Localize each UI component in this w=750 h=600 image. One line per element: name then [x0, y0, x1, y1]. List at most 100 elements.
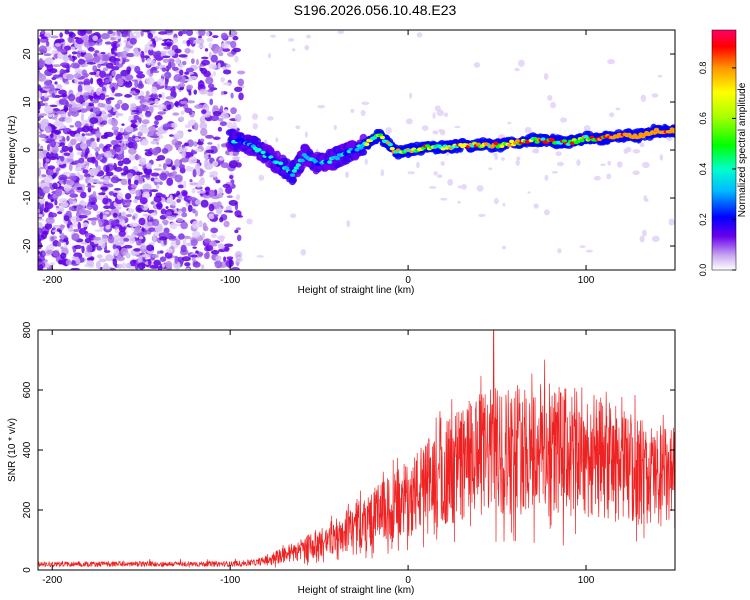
- spectrogram-cell: [91, 99, 99, 104]
- spectrogram-cell: [443, 112, 449, 118]
- spectrogram-cell: [58, 38, 65, 43]
- spectrogram-cell: [65, 180, 75, 186]
- spectrogram-cell: [270, 34, 276, 38]
- spectrogram-cell: [169, 87, 176, 92]
- spectrogram-cell: [432, 112, 436, 119]
- spectrogram-cell: [150, 172, 160, 177]
- spectrogram-cell: [136, 232, 144, 237]
- spectrogram-cell: [122, 199, 126, 206]
- spectrogram-cell: [181, 212, 188, 218]
- spectrogram-cell: [49, 212, 58, 218]
- spectrogram-cell: [176, 190, 181, 196]
- spectrogram-cell: [175, 239, 181, 246]
- spectrogram-cell: [214, 46, 223, 53]
- spectrogram-cell: [157, 31, 168, 35]
- spectrogram-cell: [205, 244, 214, 252]
- spectrogram-cell: [141, 203, 149, 211]
- spectrogram-cell: [63, 107, 69, 112]
- spectrogram-cell: [77, 30, 86, 37]
- spectrogram-cell: [583, 125, 591, 132]
- spectrogram-cell: [73, 253, 81, 257]
- spectrogram-cell: [117, 160, 124, 167]
- spectrogram-cell: [103, 262, 109, 270]
- spectrogram-cell: [87, 102, 95, 107]
- spectrogram-cell: [278, 161, 284, 166]
- spectrogram-cell: [118, 225, 126, 233]
- spectrogram-cell: [123, 237, 130, 242]
- spectrogram-cell: [68, 206, 75, 211]
- spectrogram-cell: [72, 221, 78, 228]
- spectrogram-cell: [507, 121, 512, 125]
- spectrogram-cell: [379, 135, 386, 140]
- spectrogram-cell: [124, 80, 133, 88]
- spectrogram-cell: [416, 32, 423, 38]
- spectrogram-cell: [164, 71, 172, 79]
- spectrogram-cell: [38, 59, 45, 68]
- spectrogram-cell: [181, 151, 187, 158]
- spectrogram-cell: [304, 131, 308, 138]
- spectrogram-cell: [71, 233, 80, 242]
- spectrogram-cell: [138, 80, 143, 88]
- spectrogram-cell: [228, 34, 234, 38]
- spectrogram-cell: [101, 113, 109, 117]
- spectrogram-cell: [87, 186, 92, 193]
- spectrogram-cell: [97, 192, 106, 196]
- spectrogram-cell: [154, 98, 159, 105]
- spectrogram-cell: [183, 142, 190, 147]
- spectrogram-cell: [55, 207, 60, 211]
- spectrogram-cell: [151, 212, 157, 215]
- spectrogram-cell: [201, 59, 211, 66]
- spectrogram-cell: [350, 108, 355, 113]
- spectrogram-cell: [90, 141, 97, 150]
- spectrogram-cell: [78, 214, 88, 219]
- spectrogram-cell: [172, 170, 178, 176]
- spectrogram-cell: [64, 116, 73, 124]
- spectrogram-cell: [124, 192, 132, 200]
- spectrogram-cell: [112, 244, 118, 250]
- spectrogram-cell: [232, 35, 239, 41]
- spectrogram-cell: [405, 118, 413, 125]
- spectrogram-cell: [176, 217, 184, 223]
- spectrogram-cell: [207, 83, 215, 89]
- spectrogram-cell: [342, 152, 348, 156]
- spectrogram-cell: [224, 243, 234, 248]
- spectrogram-cell: [190, 239, 198, 247]
- spectrogram-cell: [68, 104, 73, 108]
- spectrogram-ridge: [225, 123, 675, 186]
- spectrogram-cell: [152, 38, 156, 46]
- spectrogram-cell: [82, 101, 89, 107]
- spectrogram-cell: [124, 94, 133, 98]
- spectrogram-cell: [107, 30, 114, 35]
- spectrogram-cell: [181, 191, 188, 197]
- spectrogram-cell: [116, 43, 120, 48]
- spectrogram-cell: [125, 214, 132, 218]
- spectrogram-cell: [141, 188, 151, 193]
- spectrogram-cell: [639, 235, 645, 243]
- spectrogram-cell: [231, 156, 241, 161]
- spectrogram-cell: [127, 208, 135, 214]
- spectrogram-cell: [218, 117, 224, 122]
- spectrogram-cell: [225, 63, 232, 68]
- spectrogram-cell: [565, 142, 572, 147]
- spectrogram-cell: [156, 250, 161, 255]
- spectrogram-cell: [557, 248, 562, 254]
- spectrogram-cell: [217, 243, 225, 250]
- spectrogram-cell: [438, 129, 444, 133]
- spectrogram-cell: [137, 95, 146, 100]
- spectrogram-cell: [118, 230, 126, 237]
- spectrogram-cell: [124, 199, 131, 208]
- spectrogram-cell: [195, 181, 202, 188]
- spectrogram-cell: [476, 185, 484, 192]
- spectrogram-cell: [39, 38, 48, 43]
- spectrogram-cell: [45, 158, 50, 163]
- spectrogram-cell: [230, 40, 237, 49]
- spectrogram-cell: [135, 33, 141, 38]
- spectrogram-cell: [125, 235, 133, 238]
- spectrogram-cell: [78, 209, 88, 215]
- spectrogram-cell: [112, 258, 118, 267]
- spectrogram-cell: [493, 141, 499, 146]
- spectrogram-cell: [157, 103, 166, 111]
- spectrogram-cell: [516, 156, 521, 161]
- spectrogram-cell: [461, 183, 467, 190]
